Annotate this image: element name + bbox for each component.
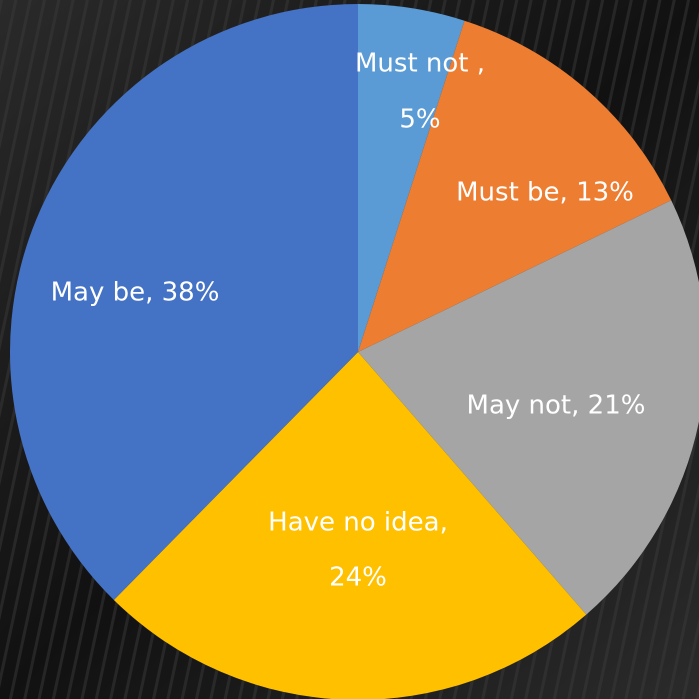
pie-slice [358,20,672,353]
pie-slice [358,4,465,352]
data-label: Must not , [355,49,485,79]
data-label: 24% [329,563,387,593]
data-label: 5% [399,105,440,135]
pie-slice [10,4,358,600]
data-label: Must be, 13% [456,178,634,208]
data-label: May be, 38% [51,278,220,308]
pie-slice [113,352,587,699]
pie-slice [358,200,699,615]
data-label: May not, 21% [467,391,646,421]
data-label: Have no idea, [268,508,448,538]
